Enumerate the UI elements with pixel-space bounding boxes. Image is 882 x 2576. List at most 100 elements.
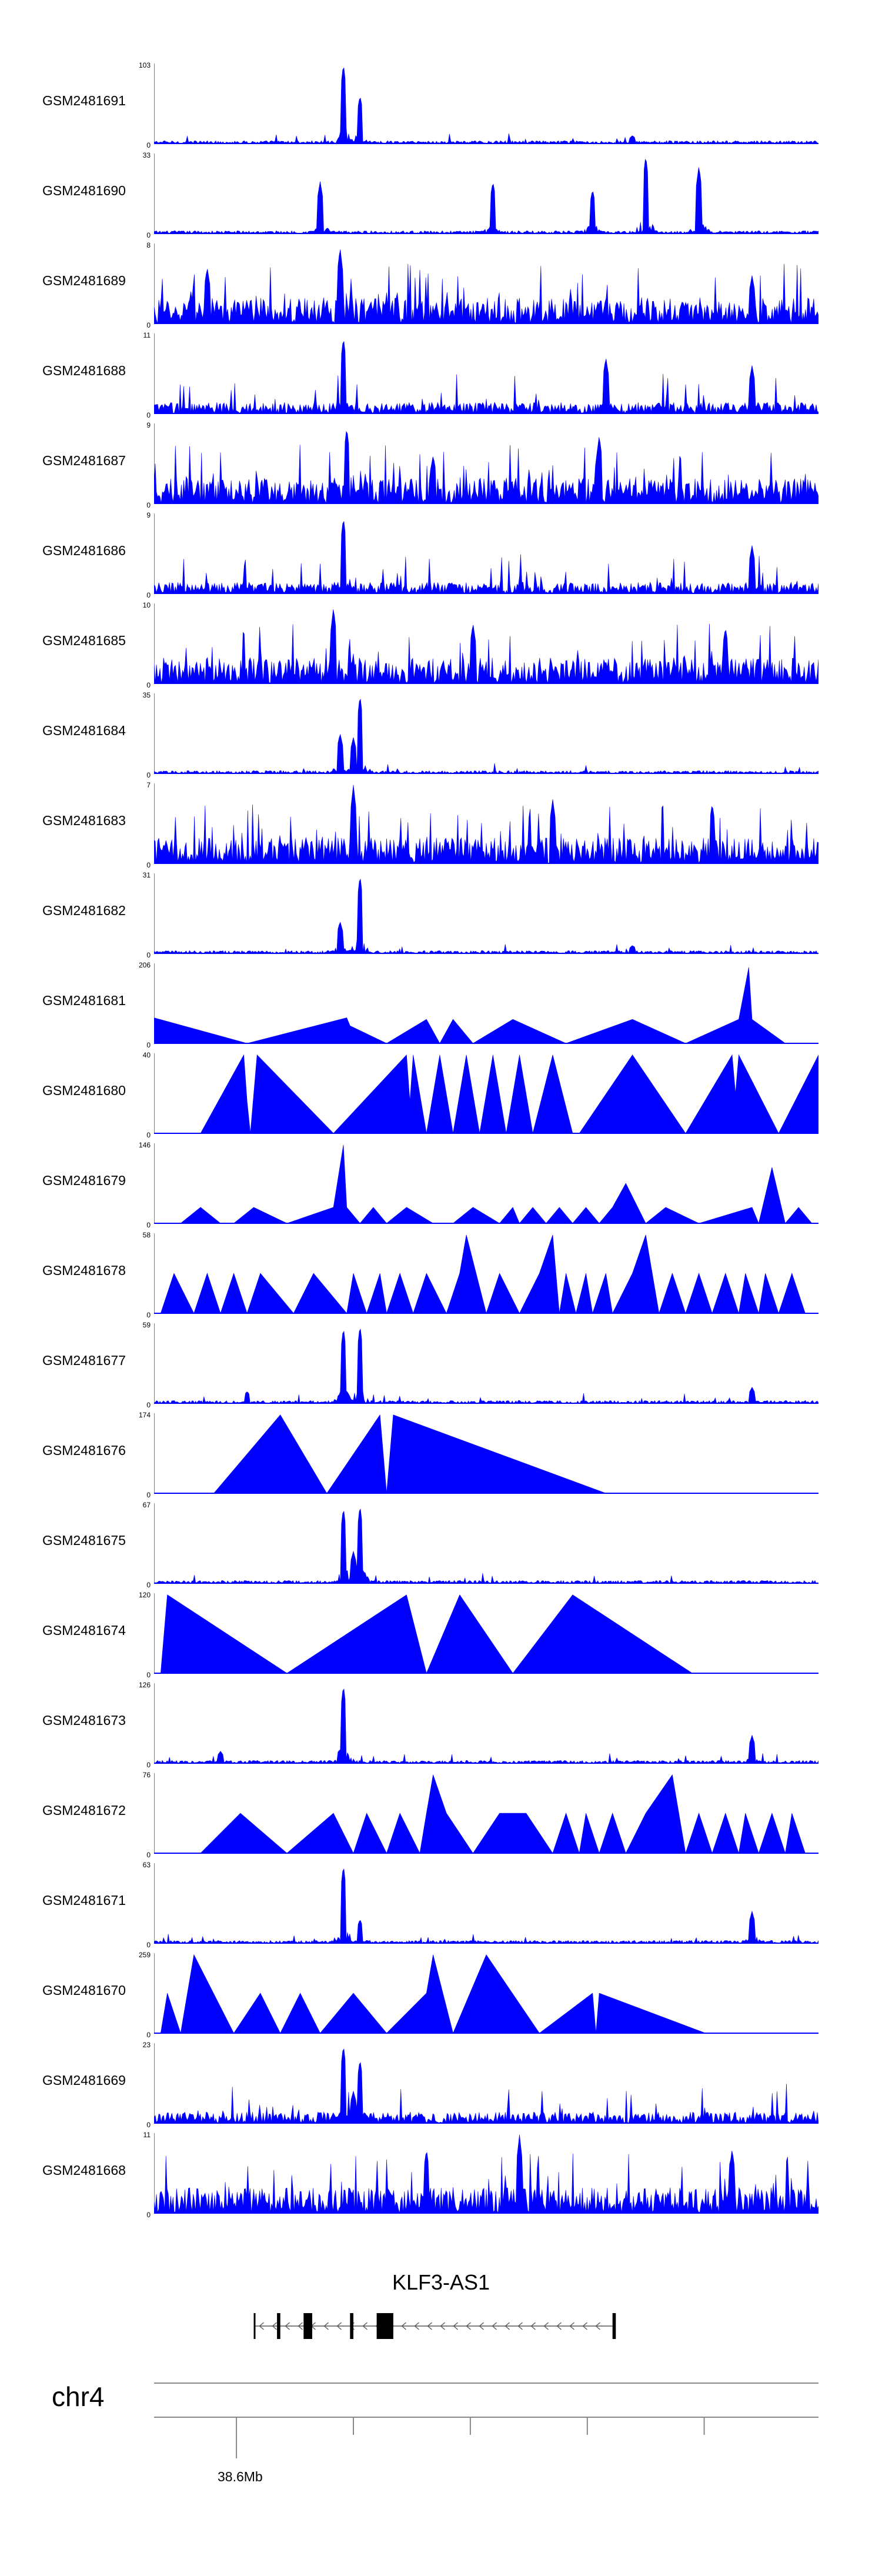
track-plot — [154, 1323, 818, 1404]
track-GSM2481686: GSM2481686 9 0 — [0, 511, 882, 599]
strand-chevron — [556, 2322, 562, 2330]
strand-chevron — [530, 2322, 536, 2330]
track-signal-area — [200, 1054, 818, 1134]
track-min-label: 0 — [146, 1401, 151, 1409]
track-signal-area — [154, 158, 818, 234]
track-max-label: 8 — [146, 241, 151, 249]
track-min-label: 0 — [146, 1851, 151, 1859]
track-GSM2481668: GSM2481668 11 0 — [0, 2131, 882, 2219]
track-signal-area — [160, 1954, 706, 2034]
track-label: GSM2481673 — [42, 1713, 126, 1728]
track-max-label: 31 — [142, 871, 151, 879]
track-max-label: 59 — [142, 1321, 151, 1329]
track-plot — [154, 1503, 818, 1584]
track-min-label: 0 — [146, 1041, 151, 1049]
track-signal-area — [154, 1688, 818, 1764]
track-min-label: 0 — [146, 1131, 151, 1139]
track-min-label: 0 — [146, 2121, 151, 2129]
track-GSM2481685: GSM2481685 10 0 — [0, 601, 882, 689]
track-min-label: 0 — [146, 2211, 151, 2219]
gene-annotation: KLF3-AS1 — [0, 2270, 882, 2364]
track-min-label: 0 — [146, 1221, 151, 1229]
strand-chevron — [569, 2322, 574, 2330]
track-min-label: 0 — [146, 681, 151, 689]
track-GSM2481672: GSM2481672 76 0 — [0, 1771, 882, 1859]
track-plot — [154, 513, 818, 595]
track-signal-area — [213, 1414, 606, 1494]
strand-chevron — [543, 2322, 549, 2330]
track-GSM2481681: GSM2481681 206 0 — [0, 961, 882, 1049]
track-min-label: 0 — [146, 1581, 151, 1589]
strand-chevron — [595, 2322, 600, 2330]
track-signal-area — [154, 1508, 818, 1584]
track-min-label: 0 — [146, 501, 151, 509]
signal-tracks: GSM2481691 103 0 GSM2481690 33 0 GSM2481689 8 0 G… — [0, 61, 882, 2219]
track-max-label: 58 — [142, 1231, 151, 1239]
track-label: GSM2481691 — [42, 93, 126, 108]
track-GSM2481669: GSM2481669 23 0 — [0, 2041, 882, 2129]
strand-chevron — [401, 2322, 406, 2330]
track-signal-area — [154, 878, 818, 954]
track-GSM2481689: GSM2481689 8 0 — [0, 241, 882, 329]
track-GSM2481677: GSM2481677 59 0 — [0, 1321, 882, 1409]
track-label: GSM2481690 — [42, 183, 126, 198]
track-GSM2481675: GSM2481675 67 0 — [0, 1501, 882, 1589]
strand-chevron — [505, 2322, 510, 2330]
track-signal-area — [180, 1144, 813, 1224]
track-max-label: 206 — [138, 961, 151, 969]
track-plot — [154, 1053, 818, 1134]
track-min-label: 0 — [146, 861, 151, 869]
axis-tick-label: 38.6Mb — [218, 2469, 263, 2484]
track-max-label: 9 — [146, 511, 151, 519]
gene-exon — [612, 2313, 616, 2339]
track-plot — [154, 1233, 818, 1314]
track-GSM2481678: GSM2481678 58 0 — [0, 1231, 882, 1319]
track-min-label: 0 — [146, 1761, 151, 1769]
strand-chevron — [336, 2322, 342, 2330]
track-plot — [154, 2043, 818, 2124]
track-label: GSM2481672 — [42, 1803, 126, 1818]
track-plot — [154, 423, 818, 504]
strand-chevron — [272, 2322, 277, 2330]
track-plot — [154, 783, 818, 865]
track-label: GSM2481680 — [42, 1083, 126, 1098]
track-label: GSM2481670 — [42, 1983, 126, 1998]
track-min-label: 0 — [146, 2031, 151, 2039]
track-max-label: 11 — [143, 2131, 151, 2139]
track-plot — [154, 1593, 818, 1674]
track-min-label: 0 — [146, 231, 151, 239]
track-GSM2481670: GSM2481670 259 0 — [0, 1951, 882, 2039]
gene-exon — [253, 2313, 256, 2339]
track-max-label: 63 — [142, 1861, 151, 1869]
track-max-label: 7 — [146, 781, 151, 789]
track-label: GSM2481675 — [42, 1533, 126, 1548]
strand-chevron — [453, 2322, 458, 2330]
track-plot — [154, 1863, 818, 1944]
strand-chevron — [298, 2322, 303, 2330]
track-plot — [154, 64, 818, 144]
strand-chevron — [259, 2322, 264, 2330]
track-signal-area — [154, 609, 818, 684]
strand-chevron — [582, 2322, 587, 2330]
track-plot — [154, 154, 818, 234]
track-plot — [154, 1773, 818, 1854]
track-GSM2481679: GSM2481679 146 0 — [0, 1141, 882, 1229]
track-signal-area — [154, 2048, 818, 2124]
track-signal-area — [160, 1234, 806, 1314]
track-plot — [154, 1953, 818, 2034]
strand-chevron — [362, 2322, 368, 2330]
strand-chevron — [466, 2322, 471, 2330]
track-min-label: 0 — [146, 951, 151, 959]
track-min-label: 0 — [146, 411, 151, 419]
track-GSM2481676: GSM2481676 174 0 — [0, 1411, 882, 1499]
track-label: GSM2481681 — [42, 993, 126, 1008]
track-signal-area — [154, 1328, 818, 1404]
strand-chevron — [323, 2322, 329, 2330]
track-label: GSM2481676 — [42, 1443, 126, 1458]
track-GSM2481687: GSM2481687 9 0 — [0, 421, 882, 509]
strand-chevron — [414, 2322, 419, 2330]
track-max-label: 76 — [142, 1771, 151, 1779]
track-signal-area — [154, 2134, 818, 2214]
track-label: GSM2481686 — [42, 543, 126, 558]
track-signal-area — [154, 249, 818, 324]
